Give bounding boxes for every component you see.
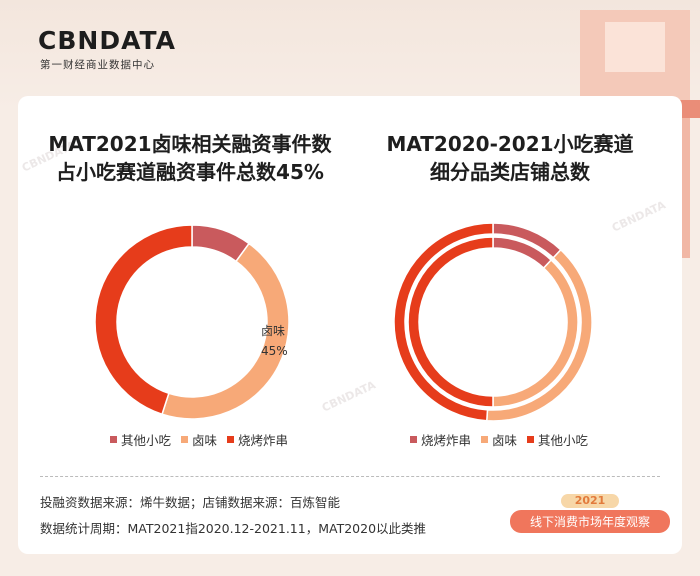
chart-2-legend-label: 烧烤炸串: [421, 433, 472, 448]
badge-year: 2021: [561, 494, 619, 508]
chart-1-legend-label: 其他小吃: [121, 433, 172, 448]
chart-1-annotation-label: 卤味: [261, 324, 286, 338]
chart-1-legend-item: 其他小吃: [110, 430, 171, 449]
chart-1-legend-label: 烧烤炸串: [238, 433, 289, 448]
chart-2-legend-item: 烧烤炸串: [410, 430, 471, 449]
chart-1-title: MAT2021卤味相关融资事件数 占小吃赛道融资事件总数45%: [48, 132, 332, 184]
brand-logo: CBNDATA: [38, 26, 176, 55]
brand-subtitle: 第一财经商业数据中心: [40, 59, 155, 71]
chart-2-legend: 烧烤炸串 卤味 其他小吃: [410, 430, 588, 449]
chart-1-legend-item: 烧烤炸串: [227, 430, 288, 449]
chart-1-legend-swatch: [181, 436, 189, 443]
chart-1-annotation-value: 45%: [261, 344, 288, 358]
chart-2-title: MAT2020-2021小吃赛道 细分品类店铺总数: [386, 132, 634, 184]
chart-2-double-donut: [393, 222, 593, 422]
chart-2-legend-label: 卤味: [492, 433, 518, 448]
data-period-note: 数据统计周期：MAT2021指2020.12-2021.11，MAT2020以此…: [40, 521, 427, 536]
footer-divider: [40, 476, 660, 477]
chart-1-legend: 其他小吃 卤味 烧烤炸串: [110, 430, 288, 449]
chart-1-donut: [94, 224, 290, 420]
chart-1-legend-label: 卤味: [192, 433, 218, 448]
chart-2-legend-item: 其他小吃: [527, 430, 588, 449]
chart-2-legend-swatch: [481, 436, 489, 443]
chart-2-legend-swatch: [410, 436, 417, 443]
chart-2-legend-swatch: [527, 436, 535, 443]
chart-1-legend-item: 卤味: [181, 430, 217, 449]
data-source-note: 投融资数据来源：烯牛数据；店铺数据来源：百炼智能: [40, 495, 341, 510]
chart-2-legend-item: 卤味: [481, 430, 517, 449]
badge-title: 线下消费市场年度观察: [510, 510, 670, 533]
chart-1-legend-swatch: [110, 436, 117, 443]
chart-2-inner-slice-其他小吃: [407, 236, 494, 408]
chart-1-slice-烧烤炸串: [94, 224, 193, 416]
chart-1-legend-swatch: [227, 436, 235, 443]
chart-2-legend-label: 其他小吃: [538, 433, 589, 448]
report-badge: 2021 线下消费市场年度观察: [510, 494, 670, 533]
chart-2-outer-slice-其他小吃: [393, 222, 494, 422]
